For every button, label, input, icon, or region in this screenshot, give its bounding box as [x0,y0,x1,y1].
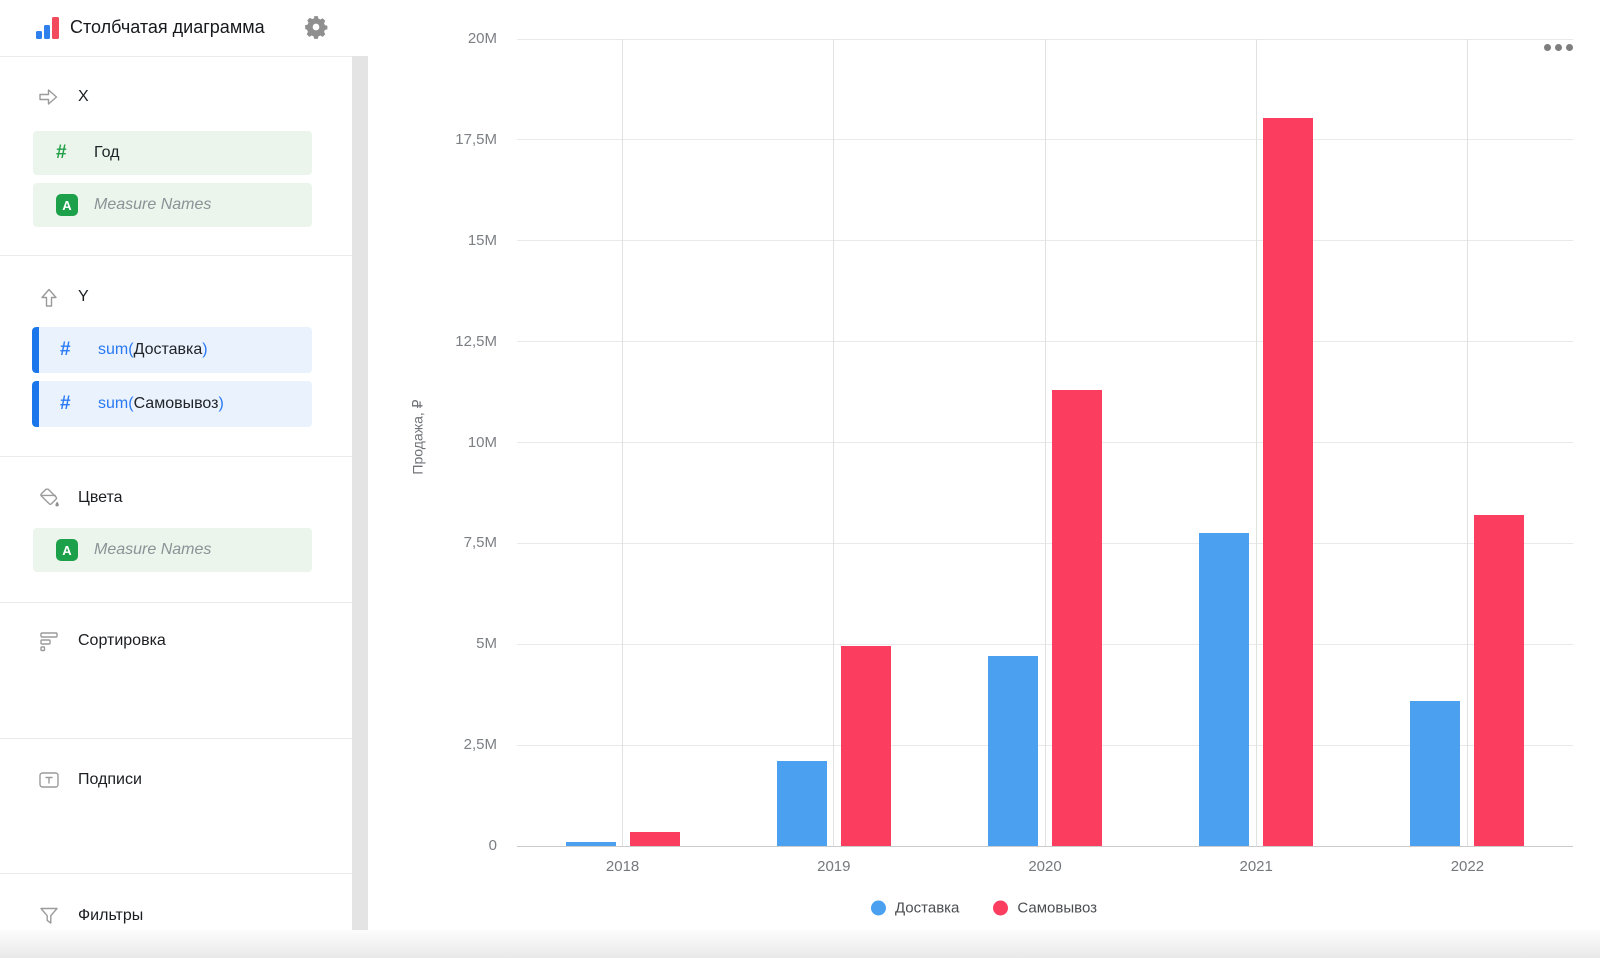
aggregation-prefix: sum( [98,341,134,358]
y-tick-label: 15M [467,231,497,249]
x-tick-label: 2018 [605,858,640,875]
ellipsis-icon [1543,43,1551,51]
x-tick-label: 2020 [1028,858,1062,875]
y-tick-label: 10M [467,433,497,451]
bar-Самовывоз-2018[interactable] [629,832,680,846]
bar-Доставка-2020[interactable] [988,656,1038,846]
x-gridline [1255,39,1257,846]
bar-Самовывоз-2021[interactable] [1263,118,1314,846]
bar-Доставка-2022[interactable] [1410,701,1461,846]
field-pill-god[interactable]: # Год [33,131,312,175]
measure-color-bar [32,381,39,427]
field-pill-sum-samovyvoz[interactable]: # sum(Самовывоз) [32,381,312,427]
section-labels-header: Подписи [36,767,142,793]
y-axis-title: Продажа, ₽ [409,399,426,475]
divider [0,456,352,457]
bar-Самовывоз-2022[interactable] [1474,515,1525,846]
section-labels-label: Подписи [78,771,142,788]
divider [0,738,352,739]
bar-chart-icon [36,16,62,40]
section-colors-header: Цвета [36,485,123,511]
a-badge-icon: A [56,539,78,561]
divider [0,873,352,874]
legend-label: Доставка [894,899,960,917]
field-label: Measure Names [94,196,212,213]
x-gridline [833,39,835,846]
chart-panel: 0 2,5M 5M 7,5M 10M 12,5M 15M 17,5M 20M 2018 2019 20… [368,0,1600,930]
y-tick-label: 12,5M [455,332,497,350]
field-pill-measure-names-colors[interactable]: A Measure Names [33,528,312,572]
ellipsis-icon [1554,43,1562,51]
hash-icon: # [60,339,71,360]
x-gridline [622,39,624,846]
chart-legend: Доставка Самовывоз [870,899,1097,917]
legend-label: Самовывоз [1017,899,1098,917]
section-sort-label: Сортировка [78,632,166,649]
section-y-header: Y [36,284,89,310]
ellipsis-icon [1565,43,1573,51]
section-filters-header: Фильтры [36,903,143,929]
field-pill-measure-names-x[interactable]: A Measure Names [33,183,312,227]
filter-funnel-icon [36,903,62,929]
page-bottom-edge [0,930,1600,958]
divider [0,602,352,603]
y-tick-label: 20M [467,30,497,47]
hash-icon: # [56,142,67,163]
arrow-right-icon [36,84,62,110]
legend-dot-icon [870,900,886,916]
a-badge-icon: A [56,194,78,216]
x-gridline [1466,39,1468,846]
hash-icon: # [60,393,71,414]
x-axis-line [517,845,1573,847]
legend-item-Доставка[interactable]: Доставка [870,899,960,917]
aggregation-prefix: sum( [98,395,134,412]
section-x-header: X [36,84,89,110]
sidebar-header: Столбчатая диаграмма [0,0,352,56]
field-label: Measure Names [94,541,212,558]
x-tick-label: 2022 [1450,858,1485,875]
legend-item-Самовывоз[interactable]: Самовывоз [993,900,1097,917]
field-label: Год [94,144,120,161]
section-sort-header: Сортировка [36,628,166,654]
y-tick-label: 5M [476,635,497,653]
y-tick-label: 0 [488,837,497,854]
paint-bucket-icon [36,485,62,511]
settings-button[interactable] [301,13,331,43]
x-tick-label: 2019 [817,858,851,875]
aggregation-suffix: ) [218,395,224,412]
y-tick-label: 17,5M [455,130,497,148]
chart-type-title: Столбчатая диаграмма [70,17,265,37]
bar-Доставка-2018[interactable] [565,842,616,846]
field-label: Самовывоз [133,395,219,412]
y-tick-label: 7,5M [463,534,497,552]
section-x-label: X [78,88,89,105]
x-gridline [1044,39,1046,846]
aggregation-suffix: ) [202,341,208,358]
bar-Самовывоз-2019[interactable] [840,646,891,846]
x-tick-label: 2021 [1239,858,1273,875]
measure-color-bar [32,327,39,373]
section-y-label: Y [78,288,89,305]
section-filters-label: Фильтры [78,907,144,924]
bar-Самовывоз-2020[interactable] [1052,390,1102,846]
more-menu-button[interactable] [1538,38,1578,56]
y-tick-label: 2,5M [463,736,497,754]
arrow-up-icon [36,284,62,310]
sort-icon [36,628,62,654]
legend-dot-icon [993,900,1009,916]
chart-config-sidebar: Столбчатая диаграмма X # Год A [0,0,352,930]
text-label-icon [36,767,62,793]
bar-Доставка-2019[interactable] [776,761,827,846]
sidebar-resizer[interactable] [352,56,368,930]
bar-Доставка-2021[interactable] [1199,533,1250,846]
field-pill-sum-dostavka[interactable]: # sum(Доставка) [32,327,312,373]
gear-icon [305,15,328,39]
divider [0,56,352,57]
divider [0,255,352,256]
field-label: Доставка [133,341,203,358]
section-colors-label: Цвета [78,489,123,506]
